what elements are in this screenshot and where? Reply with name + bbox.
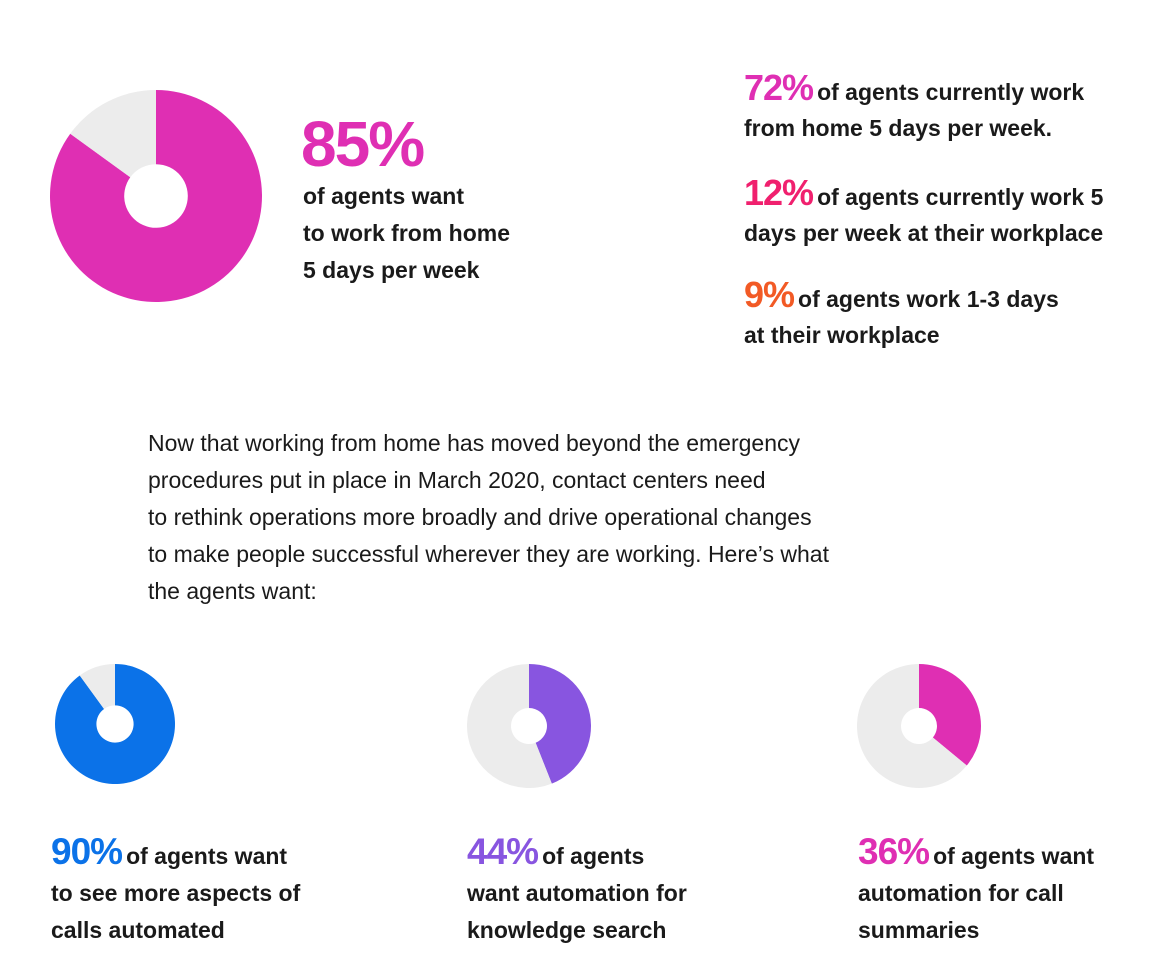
hero-line-2: to work from home — [303, 220, 511, 246]
stat-line-3: calls automated — [51, 917, 225, 943]
paragraph-line-2: procedures put in place in March 2020, c… — [148, 467, 766, 493]
donut-slice-value — [919, 664, 981, 766]
stat-line-2: at their workplace — [744, 322, 940, 348]
stat-line-2: want automation for — [467, 880, 687, 906]
stat-line-1: of agents currently work — [817, 79, 1085, 105]
stat-percent: 90% — [51, 831, 123, 872]
donut-slice-remainder — [70, 90, 156, 178]
donut-chart-knowledge-search — [467, 664, 591, 788]
stat-percent: 44% — [467, 831, 539, 872]
intro-paragraph: Now that working from home has moved bey… — [148, 425, 968, 610]
donut-chart-call-summaries — [857, 664, 981, 788]
stat-work-home-current: 72% of agents currently work from home 5 … — [744, 70, 1158, 146]
paragraph-line-4: to make people successful wherever they … — [148, 541, 829, 567]
donut-chart-calls-automated — [54, 664, 176, 784]
paragraph-line-1: Now that working from home has moved bey… — [148, 430, 800, 456]
stat-percent: 12% — [744, 172, 814, 213]
donut-chart-work-from-home — [50, 90, 262, 302]
hero-line-1: of agents want — [303, 183, 465, 209]
stat-line-1: of agents want — [126, 843, 288, 869]
donut-slice-value — [529, 664, 591, 784]
stat-line-2: automation for call — [858, 880, 1064, 906]
paragraph-line-3: to rethink operations more broadly and d… — [148, 504, 812, 530]
stat-line-2: days per week at their workplace — [744, 220, 1104, 246]
stat-workplace-partial: 9% of agents work 1-3 days at their workp… — [744, 277, 1158, 353]
donut-slice-remainder — [79, 664, 115, 709]
stat-percent: 36% — [858, 831, 930, 872]
donut-slice-value — [54, 664, 176, 784]
stat-line-3: summaries — [858, 917, 980, 943]
donut-slice-remainder — [857, 664, 967, 788]
stat-line-2: to see more aspects of — [51, 880, 301, 906]
stat-call-summaries: 36% of agents want automation for call su… — [858, 833, 1158, 949]
stat-line-2: from home 5 days per week. — [744, 115, 1053, 141]
paragraph-line-5: the agents want: — [148, 578, 317, 604]
stat-line-3: knowledge search — [467, 917, 667, 943]
stat-workplace-current: 12% of agents currently work 5 days per w… — [744, 175, 1158, 251]
stat-percent: 9% — [744, 274, 795, 315]
stat-line-1: of agents want — [933, 843, 1095, 869]
stat-knowledge-search: 44% of agents want automation for knowled… — [467, 833, 767, 949]
stat-calls-automated: 90% of agents want to see more aspects of… — [51, 833, 351, 949]
hero-line-3: 5 days per week — [303, 257, 480, 283]
stat-line-1: of agents currently work 5 — [817, 184, 1104, 210]
stat-percent: 72% — [744, 67, 814, 108]
hero-description: of agents want to work from home 5 days … — [303, 178, 583, 289]
donut-slice-remainder — [467, 664, 552, 788]
hero-percent: 85% — [301, 108, 425, 180]
stat-line-1: of agents work 1-3 days — [798, 286, 1059, 312]
donut-slice-value — [50, 90, 262, 302]
stat-line-1: of agents — [542, 843, 645, 869]
